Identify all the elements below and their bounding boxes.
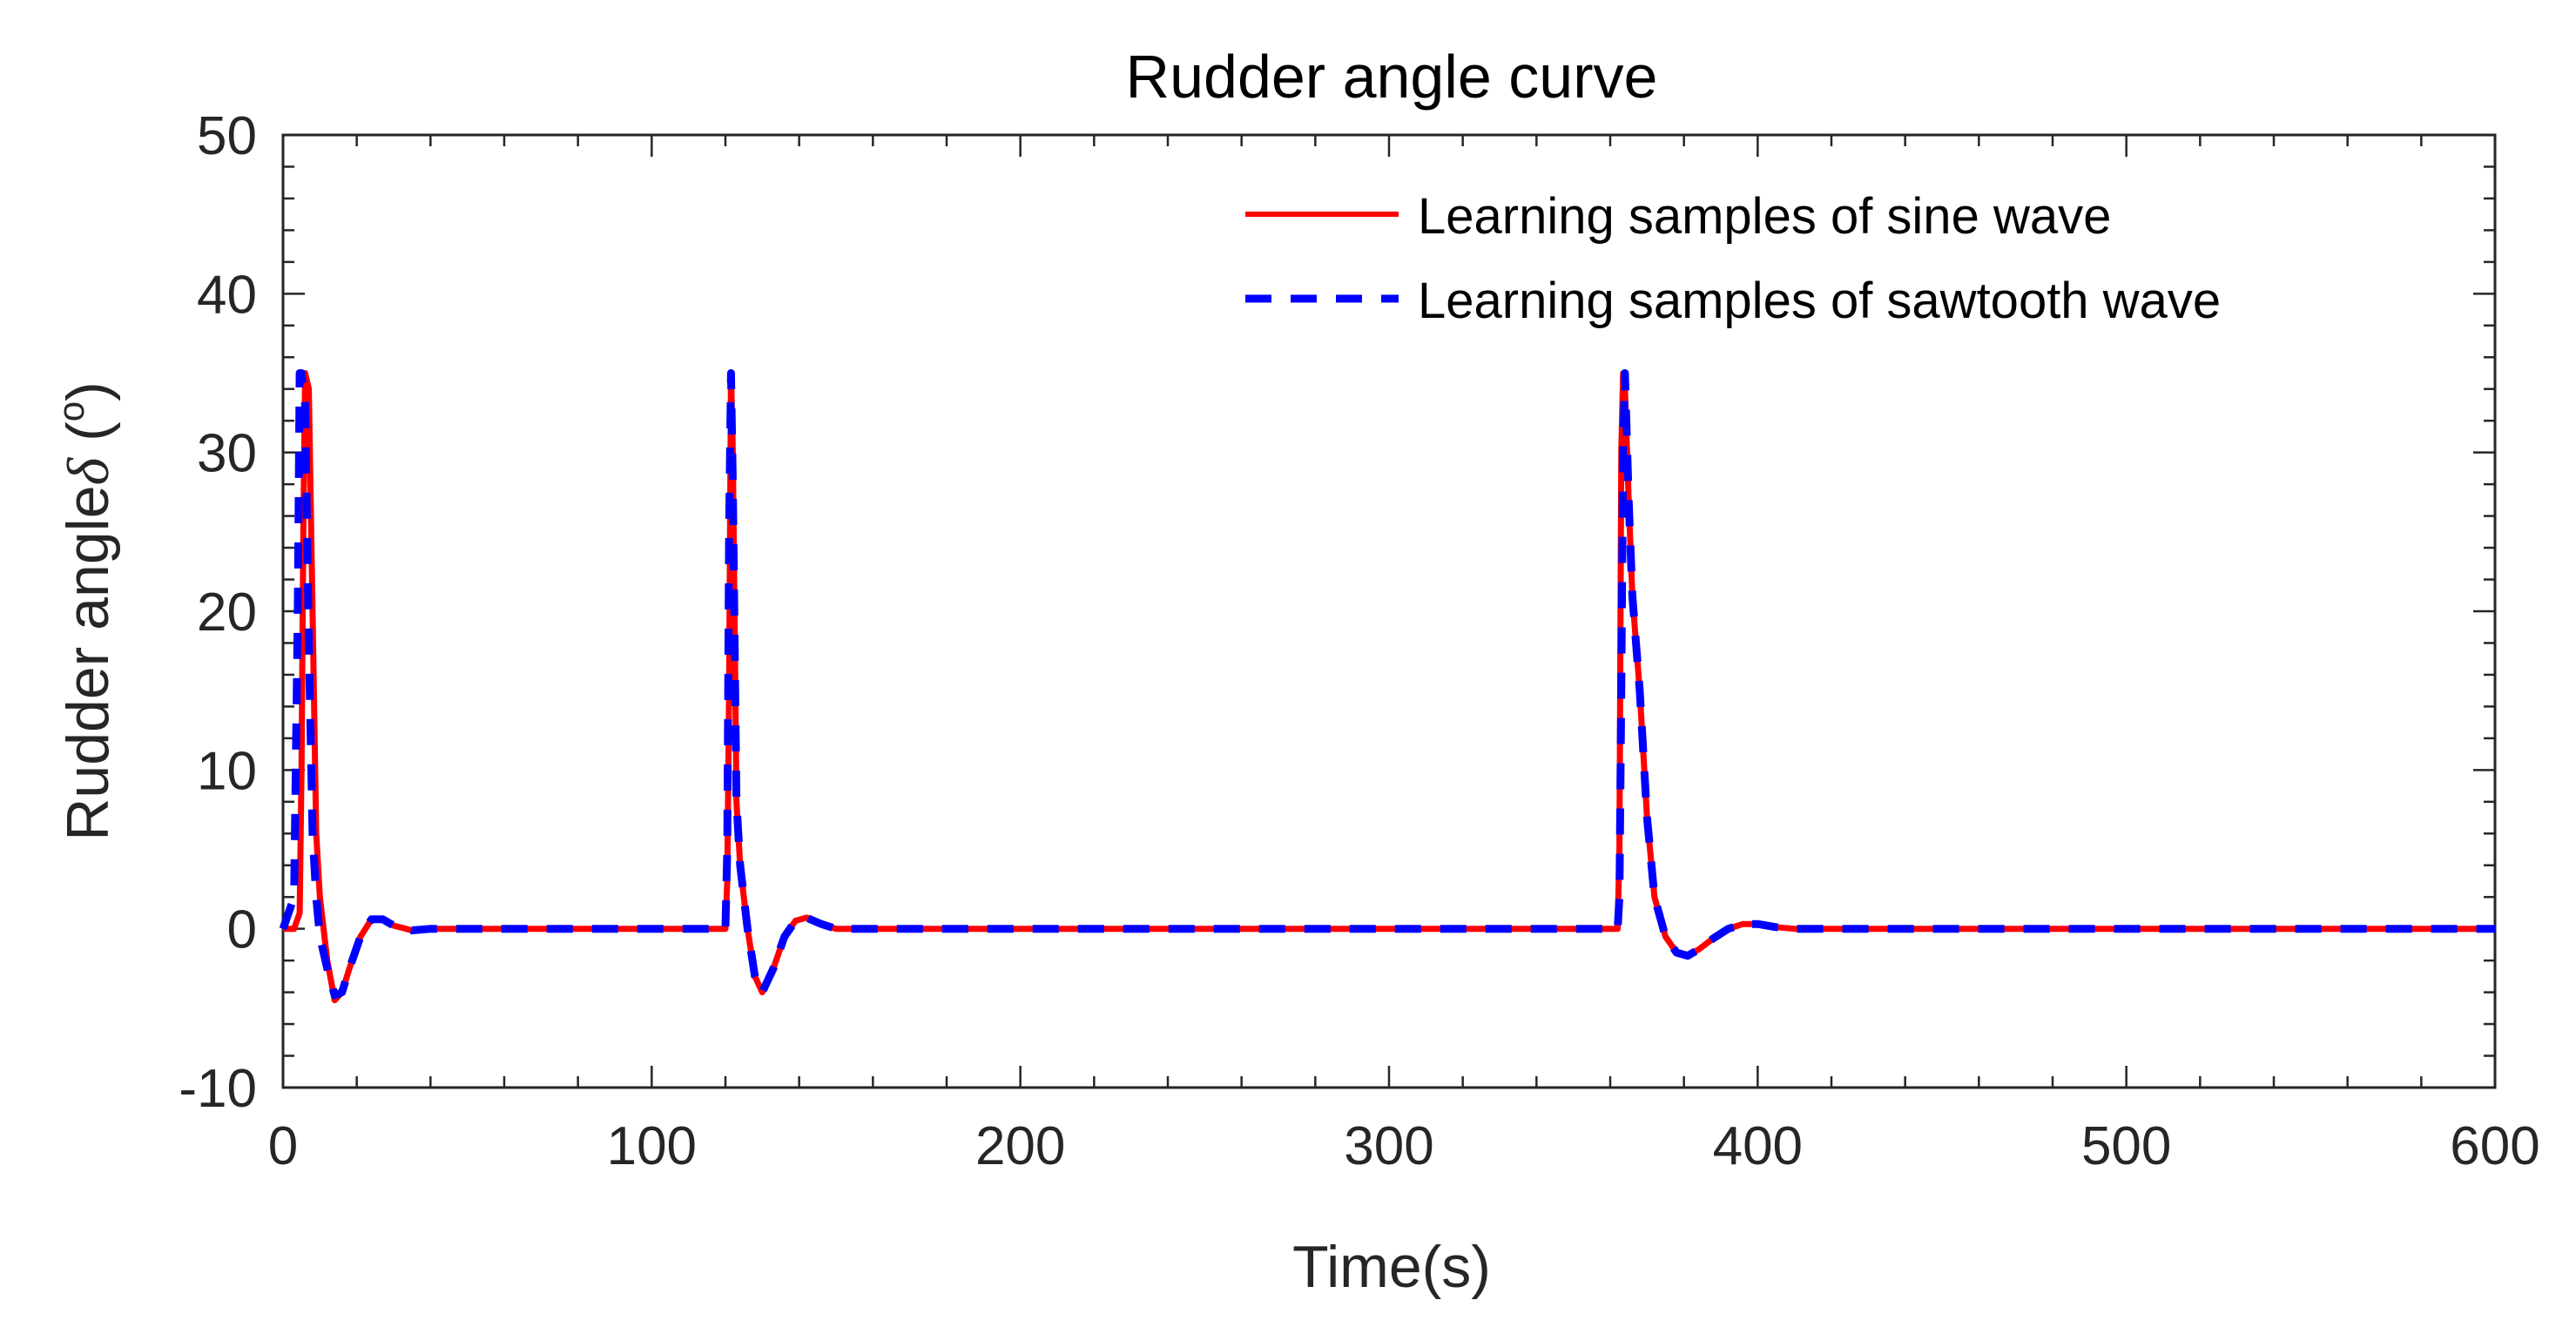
y-axis-label: Rudder angleδ (o) [51,381,121,840]
y-tick-label: 0 [227,900,257,960]
y-axis-label-main: Rudder angle [55,485,121,840]
x-tick-label: 600 [2450,1116,2539,1176]
y-tick-label: 40 [197,265,257,325]
y-tick-label: 20 [197,583,257,643]
x-tick-label: 100 [607,1116,697,1176]
y-axis-label-symbol: δ [55,456,121,485]
y-axis-label-units-close: ) [55,381,121,401]
legend-label-sawtooth: Learning samples of sawtooth wave [1418,273,2221,329]
x-axis-label: Time(s) [1292,1234,1491,1300]
y-axis-label-units-open: ( [55,421,121,458]
x-tick-label: 400 [1713,1116,1803,1176]
x-tick-label: 0 [268,1116,298,1176]
y-axis-label-degree: o [51,401,91,421]
x-tick-label: 500 [2081,1116,2171,1176]
y-tick-label: -10 [179,1059,257,1119]
legend-label-sine: Learning samples of sine wave [1418,188,2111,245]
legend: Learning samples of sine wave Learning s… [1245,188,2221,329]
x-tick-label: 300 [1344,1116,1433,1176]
series-line-sawtooth-wave [279,369,2495,1000]
x-tick-labels: 0 100 200 300 400 500 600 [268,1116,2540,1176]
y-tick-label: 10 [197,741,257,801]
y-tick-label: 30 [197,424,257,484]
series-lines [279,369,2495,1004]
axis-ticks [281,133,2497,1089]
y-tick-labels: -10 0 10 20 30 40 50 [179,106,257,1119]
x-tick-label: 200 [975,1116,1065,1176]
chart-title: Rudder angle curve [1126,43,1658,111]
y-tick-label: 50 [197,106,257,166]
